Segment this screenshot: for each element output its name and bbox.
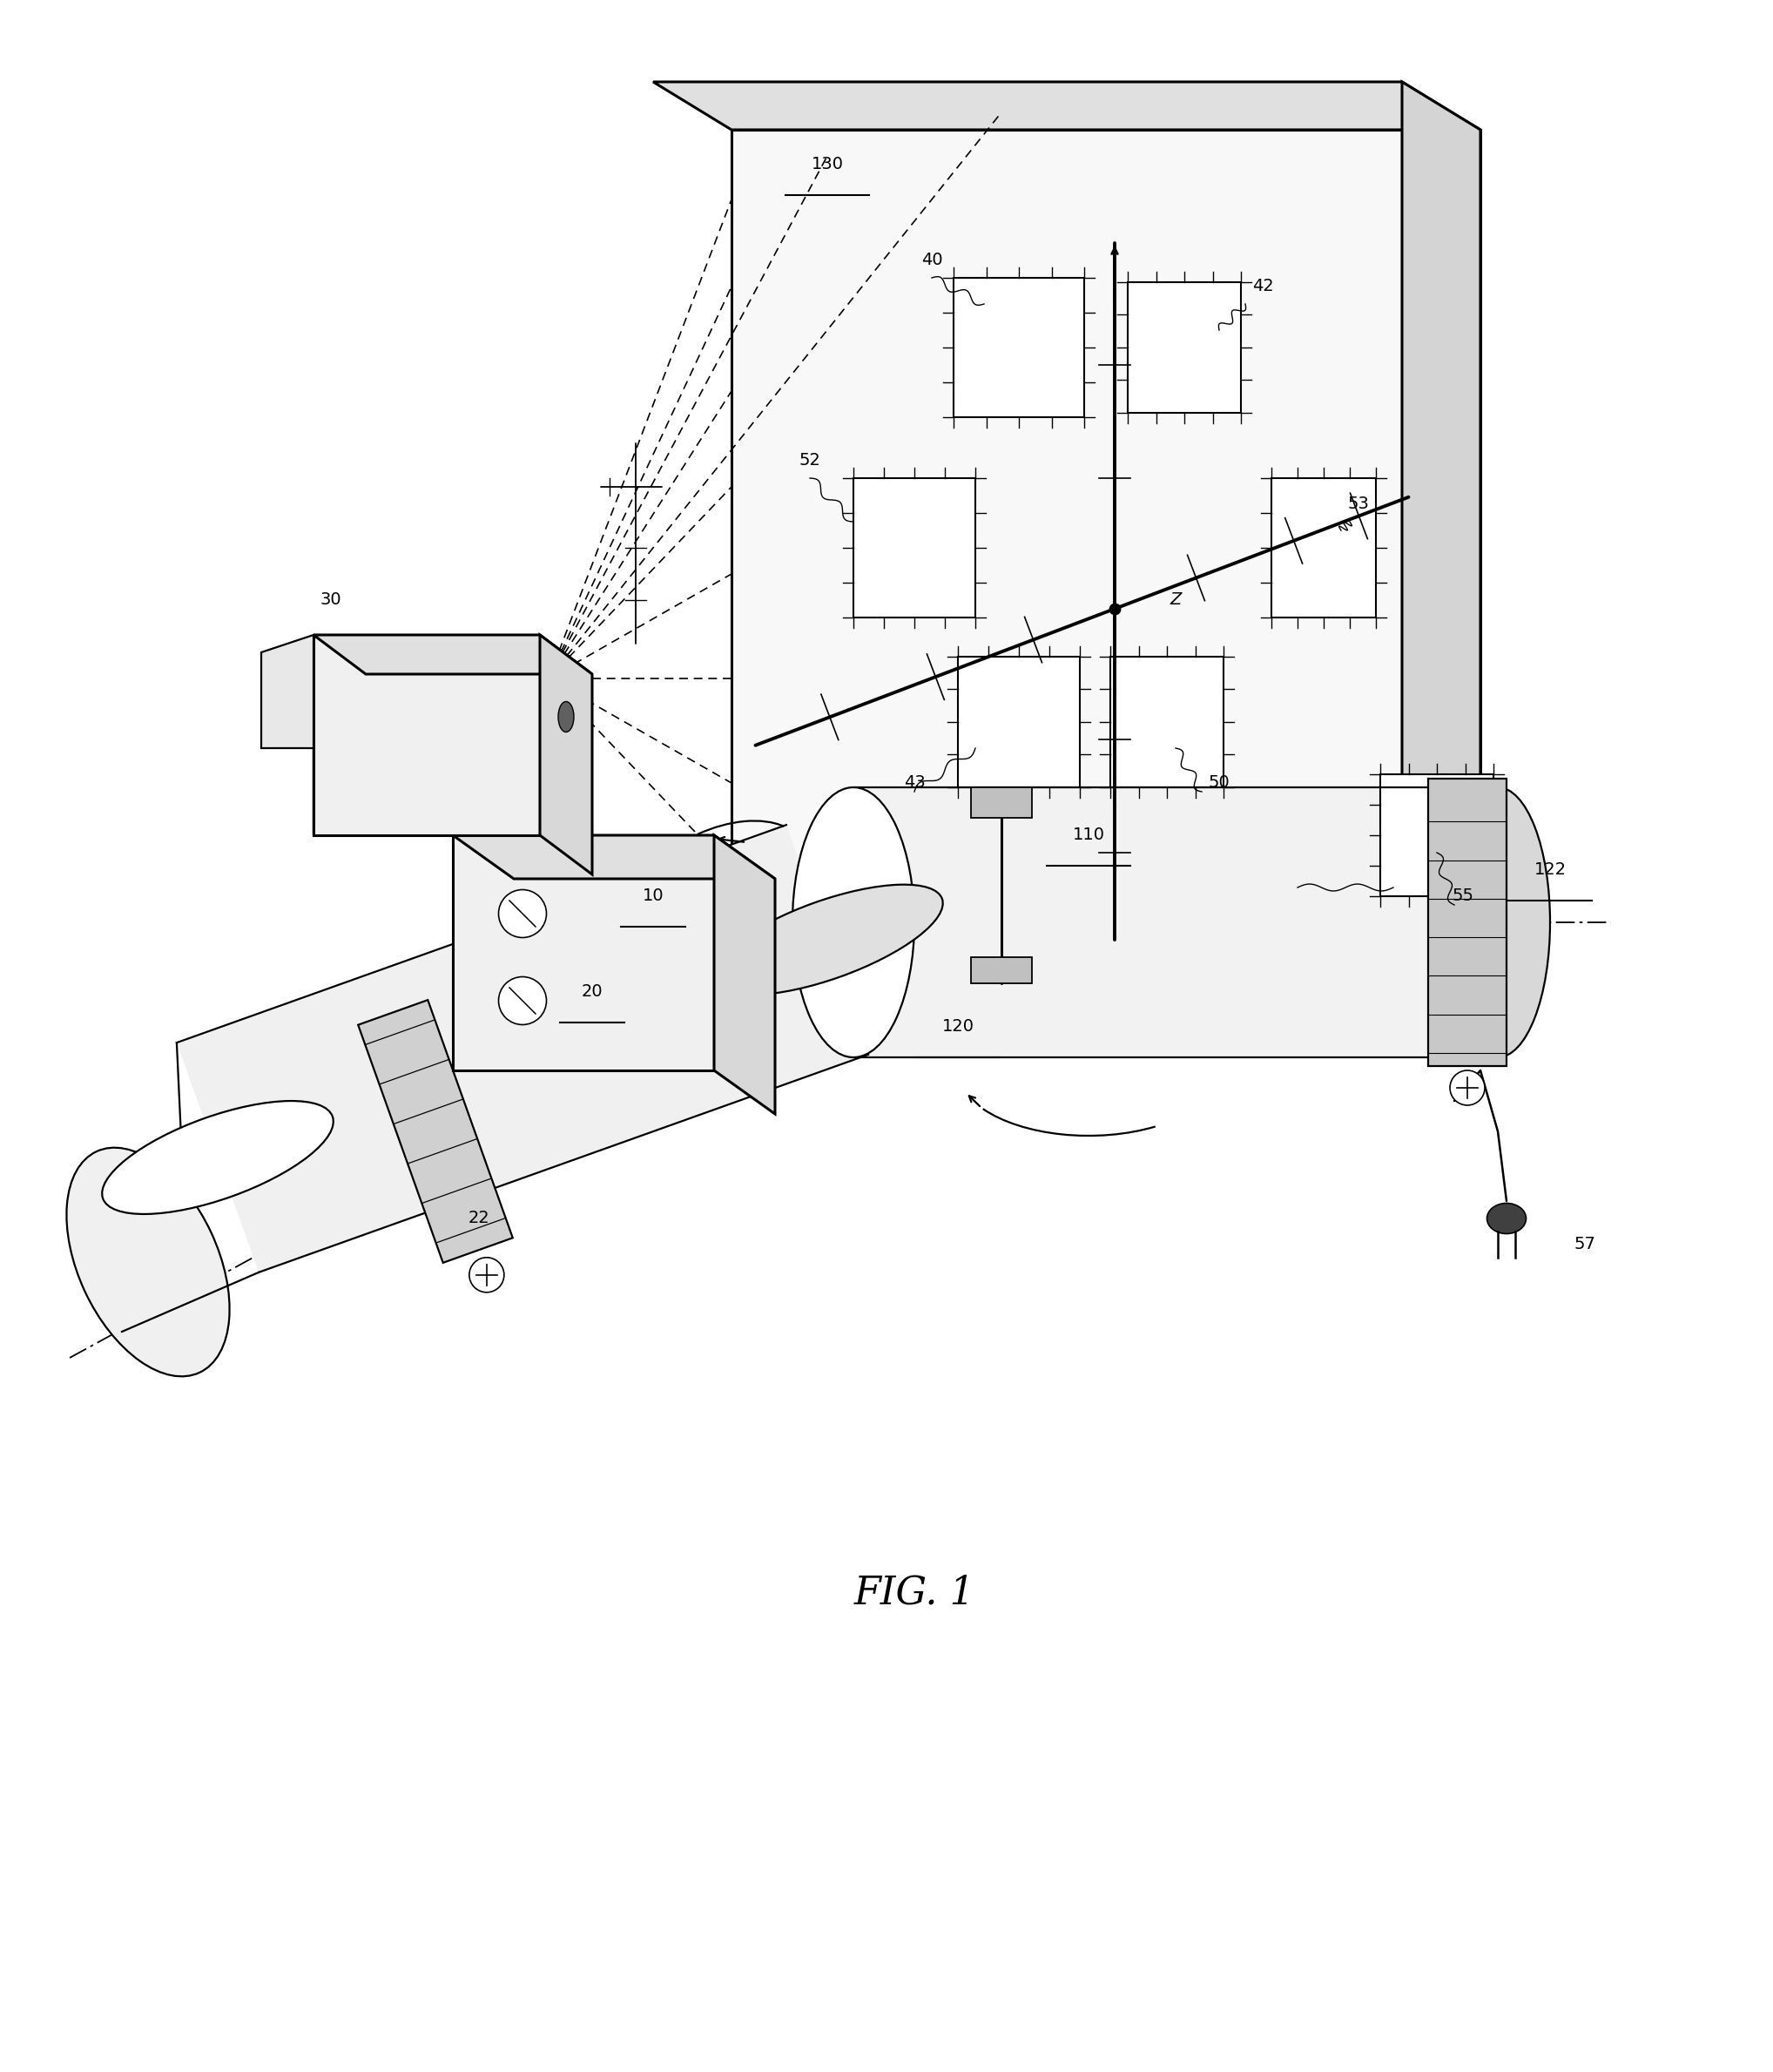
Text: 10: 10 [642,889,663,905]
Bar [853,479,975,617]
Text: 50: 50 [1209,775,1230,792]
Bar [957,657,1080,787]
Polygon shape [652,83,1480,131]
Text: 42: 42 [1252,278,1273,294]
Ellipse shape [1488,1204,1527,1233]
Text: 120: 120 [941,1019,973,1036]
Text: 30: 30 [321,593,342,609]
Ellipse shape [1445,787,1550,1057]
Bar [954,278,1083,416]
Polygon shape [715,835,775,1115]
Text: 40: 40 [920,253,943,269]
Bar [1128,282,1241,412]
Bar [853,787,1498,1057]
Polygon shape [314,634,541,835]
Ellipse shape [558,702,574,731]
Text: 57: 57 [1574,1237,1596,1254]
Text: 130: 130 [812,155,844,172]
Ellipse shape [67,1148,229,1376]
Text: 55: 55 [1452,889,1473,905]
Ellipse shape [498,889,546,939]
Polygon shape [452,835,715,1071]
Polygon shape [261,634,314,835]
Text: 43: 43 [904,775,926,792]
Text: 22: 22 [468,1210,489,1227]
Text: FIG. 1: FIG. 1 [855,1575,975,1612]
Ellipse shape [498,976,546,1026]
Bar [1110,657,1223,787]
Polygon shape [177,825,869,1272]
Bar [1271,479,1376,617]
Ellipse shape [711,885,943,995]
Ellipse shape [793,787,915,1057]
Text: 53: 53 [1347,495,1369,512]
Bar [1429,779,1507,1067]
Polygon shape [358,1001,512,1262]
Polygon shape [541,634,592,874]
Polygon shape [732,131,1480,984]
Text: Z: Z [1170,593,1181,609]
Text: 20: 20 [582,984,603,1001]
Ellipse shape [470,1258,504,1293]
Bar [972,957,1032,984]
Bar [1379,775,1493,897]
Bar [972,787,1032,818]
Polygon shape [452,835,775,879]
Polygon shape [314,634,592,673]
Text: 122: 122 [1534,862,1566,879]
Polygon shape [1402,83,1480,984]
Ellipse shape [103,1100,333,1214]
Text: 52: 52 [800,452,821,468]
Ellipse shape [1450,1071,1484,1104]
Text: 110: 110 [1073,827,1105,843]
